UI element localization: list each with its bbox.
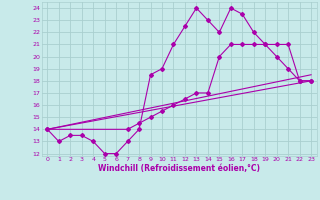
X-axis label: Windchill (Refroidissement éolien,°C): Windchill (Refroidissement éolien,°C) (98, 164, 260, 173)
